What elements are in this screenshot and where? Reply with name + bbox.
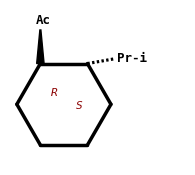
Text: S: S xyxy=(76,101,82,111)
Polygon shape xyxy=(37,30,44,64)
Text: R: R xyxy=(51,88,57,97)
Text: Ac: Ac xyxy=(36,14,51,27)
Text: Pr-i: Pr-i xyxy=(117,52,147,65)
